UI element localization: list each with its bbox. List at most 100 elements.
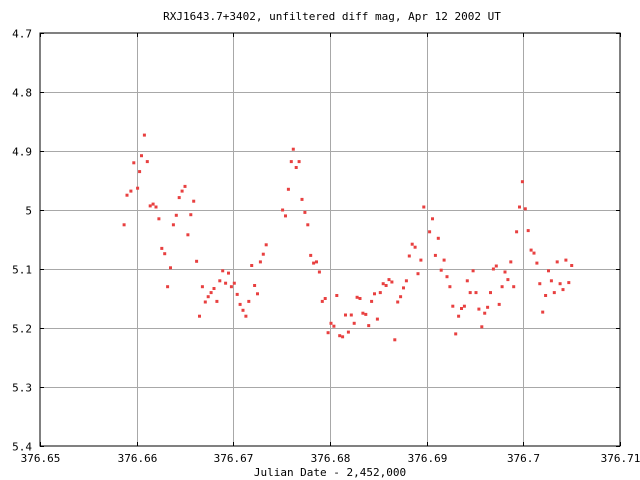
data-point (410, 242, 414, 246)
y-axis-ticks: 4.7 4.8 4.9 5 5.1 5.2 5.3 5.4 (12, 28, 620, 454)
data-point (291, 147, 295, 151)
data-point (186, 233, 190, 237)
data-point (538, 282, 542, 286)
data-point (535, 261, 539, 265)
data-points (122, 133, 574, 342)
data-point (300, 197, 304, 201)
data-point (212, 287, 216, 290)
data-point (326, 331, 330, 335)
data-point (261, 252, 265, 256)
data-point (229, 285, 233, 289)
data-point (555, 260, 559, 264)
data-point (335, 294, 339, 297)
data-point (289, 160, 293, 164)
data-point (561, 288, 565, 292)
data-point (238, 302, 242, 306)
y-tick-label: 4.9 (12, 146, 32, 159)
data-point (416, 272, 420, 276)
data-point (195, 259, 199, 263)
data-point (471, 269, 475, 273)
data-point (477, 307, 481, 311)
y-tick-label: 4.8 (12, 87, 32, 100)
data-point (567, 281, 571, 285)
data-point (317, 270, 321, 274)
data-point (396, 300, 400, 304)
data-point (132, 161, 136, 165)
data-point (203, 300, 207, 304)
data-point (241, 308, 245, 312)
data-point (294, 166, 298, 169)
data-point (358, 297, 362, 300)
data-point (315, 260, 318, 264)
data-point (460, 307, 463, 310)
data-point (494, 264, 498, 268)
data-point (329, 321, 333, 325)
data-point (244, 314, 248, 318)
data-point (171, 223, 175, 227)
data-point (235, 292, 239, 296)
data-point (483, 311, 487, 315)
data-point (529, 248, 533, 252)
data-point (457, 314, 461, 318)
data-point (312, 261, 316, 265)
data-point (157, 217, 161, 221)
data-point (480, 325, 484, 329)
data-point (174, 213, 178, 217)
data-point (515, 230, 519, 234)
data-point (138, 170, 142, 174)
data-point (192, 199, 196, 203)
data-point (332, 324, 336, 328)
data-point (462, 304, 466, 308)
data-point (439, 268, 443, 272)
data-point (399, 295, 403, 299)
data-point (419, 258, 423, 262)
data-point (160, 246, 164, 250)
data-point (341, 335, 345, 339)
data-point (163, 252, 167, 256)
data-point (209, 291, 213, 295)
data-point (142, 133, 146, 137)
data-point (500, 285, 504, 289)
data-point (387, 278, 391, 282)
data-point (224, 281, 228, 285)
y-tick-label: 4.7 (12, 28, 32, 41)
data-point (189, 213, 193, 217)
data-point (509, 260, 513, 264)
data-point (373, 292, 376, 296)
y-tick-label: 5.2 (12, 323, 32, 336)
data-point (489, 291, 492, 295)
data-point (375, 317, 379, 321)
data-point (465, 279, 469, 283)
x-tick-label: 376.65 (21, 452, 61, 465)
data-point (177, 196, 181, 200)
data-point (436, 236, 440, 240)
data-point (523, 207, 527, 211)
data-point (303, 210, 307, 214)
y-tick-label: 5.1 (12, 264, 32, 277)
data-point (253, 284, 257, 287)
data-point (381, 282, 385, 286)
data-point (468, 291, 472, 295)
data-point (140, 154, 143, 158)
data-point (122, 223, 126, 227)
grid-lines (40, 33, 620, 446)
x-tick-label: 376.68 (311, 452, 351, 465)
data-point (506, 278, 510, 282)
data-point (407, 254, 411, 258)
data-point (250, 264, 254, 267)
chart-title: RXJ1643.7+3402, unfiltered diff mag, Apr… (163, 10, 501, 23)
x-axis-ticks: 376.65 376.66 376.67 376.68 376.69 376.7 376.7… (21, 33, 640, 465)
data-point (180, 189, 184, 193)
data-point (526, 229, 530, 233)
data-point (547, 269, 550, 273)
data-point (378, 291, 382, 295)
data-point (370, 299, 374, 303)
data-point (148, 204, 152, 208)
x-tick-label: 376.69 (408, 452, 448, 465)
data-point (541, 310, 545, 314)
data-point (532, 251, 536, 255)
data-point (323, 297, 327, 300)
data-point (284, 214, 287, 218)
data-point (497, 302, 501, 306)
data-point (384, 284, 388, 287)
